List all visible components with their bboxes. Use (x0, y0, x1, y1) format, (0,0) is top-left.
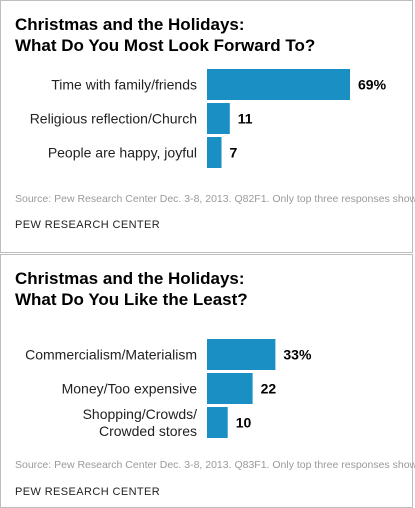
organization-credit: PEW RESEARCH CENTER (15, 486, 161, 498)
source-note: Source: Pew Research Center Dec. 3-8, 20… (15, 193, 415, 205)
chart-title: Christmas and the Holidays: What Do You … (15, 14, 315, 56)
category-label-line: Religious reflection/Church (30, 111, 197, 127)
chart-panel-like-least: Christmas and the Holidays: What Do You … (0, 254, 415, 508)
data-label: 22 (261, 381, 277, 397)
category-label: Commercialism/Materialism (25, 347, 197, 363)
category-label-line: People are happy, joyful (48, 145, 197, 161)
category-label-line: Shopping/Crowds/ (83, 406, 198, 422)
category-label-line: Time with family/friends (51, 77, 197, 93)
bar (207, 137, 222, 168)
chart-title-line-1: Christmas and the Holidays: (15, 15, 245, 34)
data-label: 10 (236, 415, 252, 431)
bar-chart: 69% Time with family/friends 11 Religious r… (30, 69, 387, 168)
category-label: Time with family/friends (51, 77, 197, 93)
organization-credit: PEW RESEARCH CENTER (15, 219, 161, 231)
category-label: Shopping/Crowds/Crowded stores (83, 406, 198, 439)
bar (207, 339, 276, 370)
chart-title: Christmas and the Holidays: What Do You … (15, 268, 248, 310)
category-label-line: Crowded stores (99, 423, 197, 439)
data-label: 69% (358, 77, 387, 93)
bar (207, 69, 350, 100)
category-label: Religious reflection/Church (30, 111, 197, 127)
category-label-line: Money/Too expensive (62, 381, 198, 397)
source-note: Source: Pew Research Center Dec. 3-8, 20… (15, 459, 415, 471)
data-label: 33% (283, 347, 312, 363)
category-label: Money/Too expensive (62, 381, 198, 397)
chart-panel-look-forward: Christmas and the Holidays: What Do You … (0, 0, 415, 253)
bar (207, 407, 228, 438)
chart-title-line-2: What Do You Most Look Forward To? (15, 36, 316, 55)
data-label: 7 (230, 145, 238, 161)
category-label: People are happy, joyful (48, 145, 197, 161)
bar-chart: 33% Commercialism/Materialism 22 Money/Too … (25, 339, 312, 439)
chart-title-line-2: What Do You Like the Least? (15, 290, 248, 309)
bar (207, 373, 253, 404)
data-label: 11 (238, 111, 253, 127)
bar (207, 103, 230, 134)
category-label-line: Commercialism/Materialism (25, 347, 197, 363)
chart-title-line-1: Christmas and the Holidays: (15, 269, 245, 288)
